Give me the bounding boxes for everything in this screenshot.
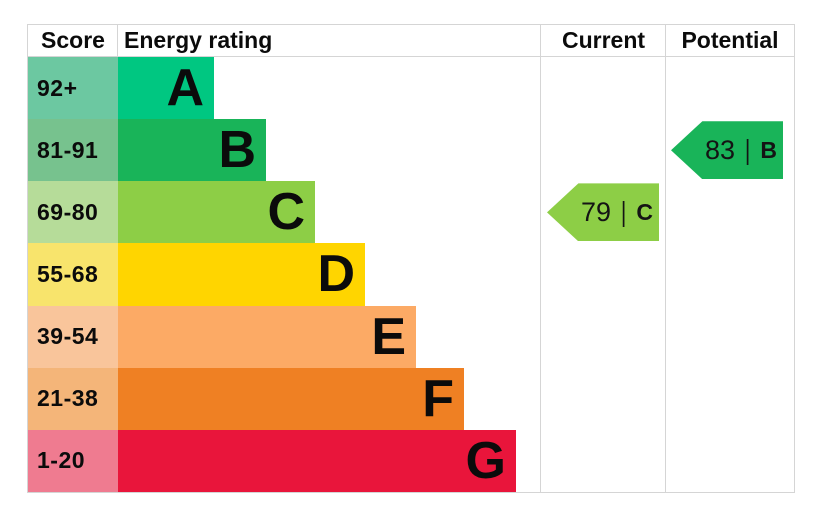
potential-rating-letter: B (760, 136, 777, 163)
potential-rating-value: 83 (705, 134, 736, 165)
band-bar-g: G (118, 429, 516, 492)
band-bar-b: B (118, 119, 266, 182)
divider-energy-current (540, 25, 541, 492)
band-bar-f: F (118, 367, 464, 430)
column-header-potential: Potential (681, 27, 779, 53)
header-underline (28, 56, 794, 57)
column-header-energy-rating: Energy rating (124, 27, 273, 53)
score-range-e: 39-54 (28, 305, 118, 368)
band-row-f: 21-38 F (28, 367, 794, 430)
band-row-d: 55-68 D (28, 243, 794, 306)
score-range-a: 92+ (28, 57, 118, 120)
band-row-g: 1-20 G (28, 429, 794, 492)
score-range-b: 81-91 (28, 119, 118, 182)
band-bar-a: A (118, 57, 214, 120)
column-header-score: Score (41, 27, 105, 53)
band-row-a: 92+ A (28, 57, 794, 120)
band-row-c: 69-80 C (28, 181, 794, 244)
band-row-e: 39-54 E (28, 305, 794, 368)
epc-table: Score Energy rating Current Potential 92… (27, 24, 795, 493)
score-range-c: 69-80 (28, 181, 118, 244)
band-bar-d: D (118, 243, 365, 306)
header-row: Score Energy rating Current Potential (28, 25, 794, 56)
current-rating-letter: C (636, 198, 653, 225)
score-range-f: 21-38 (28, 367, 118, 430)
current-rating-value: 79 (581, 196, 612, 227)
score-range-g: 1-20 (28, 429, 118, 492)
band-bar-c: C (118, 181, 315, 244)
score-range-d: 55-68 (28, 243, 118, 306)
band-rows: 92+ A 81-91 B 69-80 C 55-68 D 39-54 E 21-38 F 1-20 G (28, 57, 794, 492)
current-rating-separator: | (620, 196, 627, 228)
column-header-current: Current (561, 27, 646, 53)
potential-rating-separator: | (744, 134, 751, 166)
band-bar-e: E (118, 305, 416, 368)
divider-current-potential (665, 25, 666, 492)
band-row-b: 81-91 B (28, 119, 794, 182)
